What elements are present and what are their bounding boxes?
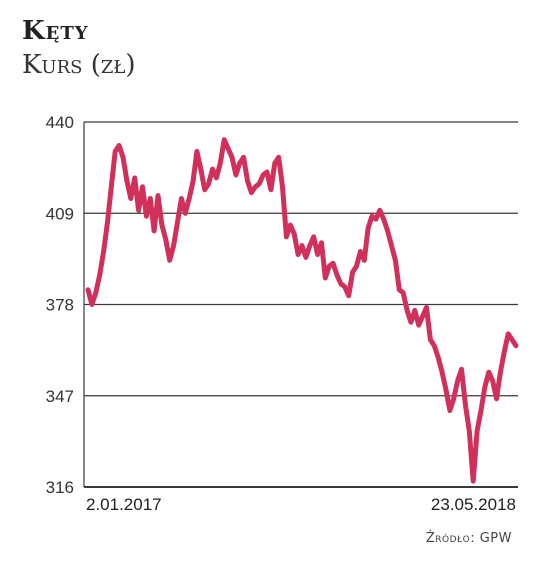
chart-title: Kęty <box>22 16 89 46</box>
y-tick-label: 440 <box>46 113 74 132</box>
x-tick-label: 2.01.2017 <box>86 495 162 514</box>
y-tick-label: 316 <box>46 478 74 497</box>
price-line <box>85 137 519 484</box>
series-group <box>85 137 519 484</box>
y-tick-label: 409 <box>46 204 74 223</box>
x-tick-label: 23.05.2018 <box>431 495 516 514</box>
x-axis-ticks: 2.01.2017 23.05.2018 <box>86 495 516 514</box>
y-tick-label: 378 <box>46 296 74 315</box>
source-note: Źródło: GPW <box>425 531 512 546</box>
chart-subtitle: Kurs (zł) <box>22 50 136 80</box>
y-axis-ticks: 316 347 378 409 440 <box>46 113 74 497</box>
y-tick-label: 347 <box>46 387 74 406</box>
gridlines <box>83 121 518 488</box>
